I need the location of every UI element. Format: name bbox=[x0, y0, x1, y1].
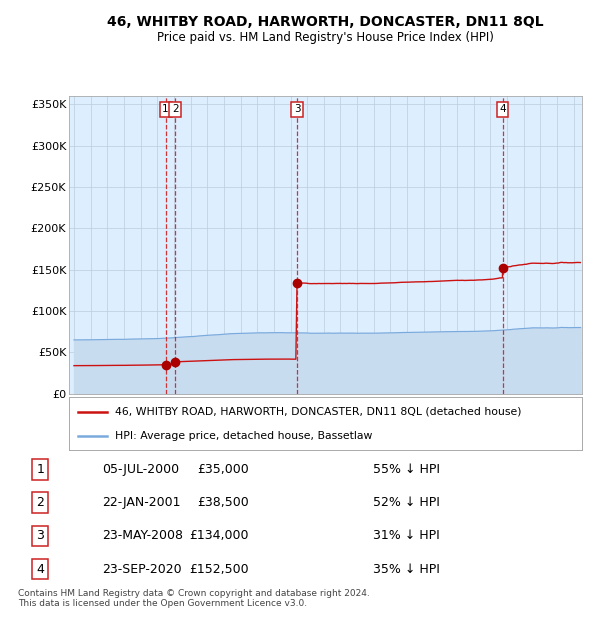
Text: 52% ↓ HPI: 52% ↓ HPI bbox=[373, 496, 440, 509]
Text: HPI: Average price, detached house, Bassetlaw: HPI: Average price, detached house, Bass… bbox=[115, 431, 373, 441]
Text: 4: 4 bbox=[499, 105, 506, 115]
Text: 3: 3 bbox=[36, 529, 44, 542]
Text: 23-MAY-2008: 23-MAY-2008 bbox=[102, 529, 183, 542]
Text: 35% ↓ HPI: 35% ↓ HPI bbox=[373, 563, 440, 576]
Text: Price paid vs. HM Land Registry's House Price Index (HPI): Price paid vs. HM Land Registry's House … bbox=[157, 31, 494, 44]
Text: £134,000: £134,000 bbox=[190, 529, 249, 542]
Text: 46, WHITBY ROAD, HARWORTH, DONCASTER, DN11 8QL: 46, WHITBY ROAD, HARWORTH, DONCASTER, DN… bbox=[107, 16, 544, 30]
Text: 05-JUL-2000: 05-JUL-2000 bbox=[102, 463, 179, 476]
Text: 23-SEP-2020: 23-SEP-2020 bbox=[102, 563, 182, 576]
Text: 1: 1 bbox=[36, 463, 44, 476]
Text: £35,000: £35,000 bbox=[197, 463, 249, 476]
Text: 55% ↓ HPI: 55% ↓ HPI bbox=[373, 463, 440, 476]
Text: Contains HM Land Registry data © Crown copyright and database right 2024.
This d: Contains HM Land Registry data © Crown c… bbox=[18, 589, 370, 608]
Text: 2: 2 bbox=[172, 105, 178, 115]
Text: 2: 2 bbox=[36, 496, 44, 509]
Text: £38,500: £38,500 bbox=[197, 496, 249, 509]
Text: 31% ↓ HPI: 31% ↓ HPI bbox=[373, 529, 440, 542]
Text: 46, WHITBY ROAD, HARWORTH, DONCASTER, DN11 8QL (detached house): 46, WHITBY ROAD, HARWORTH, DONCASTER, DN… bbox=[115, 407, 521, 417]
Text: 3: 3 bbox=[294, 105, 301, 115]
Text: £152,500: £152,500 bbox=[189, 563, 249, 576]
Text: 4: 4 bbox=[36, 563, 44, 576]
Text: 1: 1 bbox=[162, 105, 169, 115]
Text: 22-JAN-2001: 22-JAN-2001 bbox=[102, 496, 181, 509]
